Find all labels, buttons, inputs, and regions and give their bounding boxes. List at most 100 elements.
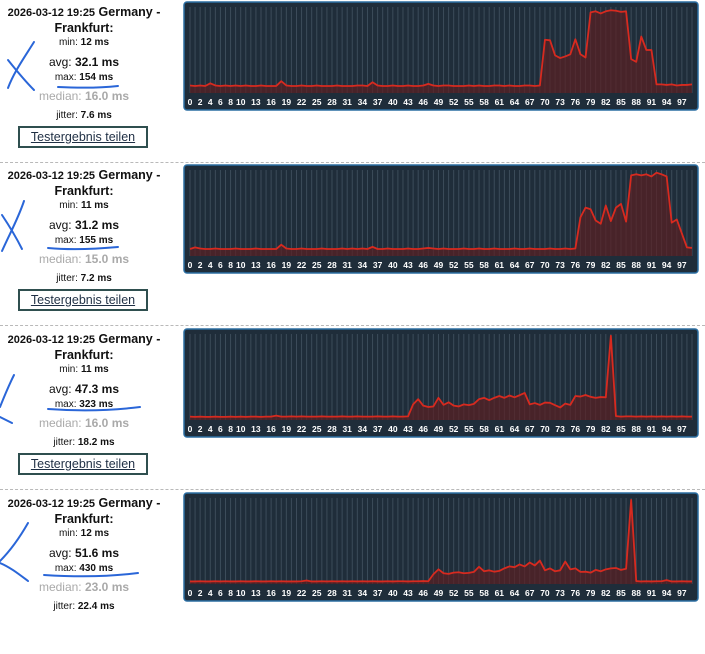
chart-background — [183, 164, 699, 274]
x-tick-label: 91 — [647, 260, 657, 270]
x-tick-label: 37 — [373, 260, 383, 270]
x-tick-label: 6 — [218, 588, 223, 598]
x-tick-label: 22 — [297, 260, 307, 270]
x-tick-label: 58 — [479, 424, 489, 434]
x-tick-label: 25 — [312, 588, 322, 598]
x-tick-label: 58 — [479, 588, 489, 598]
x-tick-label: 13 — [251, 424, 261, 434]
jitter-value: 18.2 ms — [77, 437, 115, 448]
jitter-row: jitter: 22.4 ms — [0, 601, 168, 612]
x-tick-label: 28 — [327, 424, 337, 434]
x-tick-label: 52 — [449, 424, 459, 434]
x-tick-label: 37 — [373, 97, 383, 107]
x-tick-label: 31 — [342, 97, 352, 107]
x-tick-label: 82 — [601, 97, 611, 107]
x-tick-label: 16 — [266, 588, 276, 598]
max-row: max: 154 ms — [0, 72, 168, 83]
x-tick-label: 76 — [571, 97, 581, 107]
x-tick-label: 2 — [198, 97, 203, 107]
timestamp: 2026-03-12 19:25 — [7, 498, 96, 510]
jitter-row: jitter: 7.2 ms — [0, 273, 168, 284]
median-value: 15.0 ms — [85, 252, 130, 266]
x-tick-label: 37 — [373, 424, 383, 434]
x-tick-label: 79 — [586, 260, 596, 270]
x-tick-label: 55 — [464, 260, 474, 270]
share-result-button[interactable]: Testergebnis teilen — [18, 289, 148, 311]
median-label: median: — [38, 580, 82, 594]
x-tick-label: 85 — [616, 588, 626, 598]
avg-row: avg: 31.2 ms — [0, 218, 168, 232]
x-tick-label: 49 — [434, 424, 444, 434]
x-tick-label: 97 — [677, 424, 687, 434]
x-tick-label: 8 — [228, 588, 233, 598]
divider — [0, 162, 705, 163]
latency-area — [190, 335, 692, 420]
x-tick-label: 2 — [198, 424, 203, 434]
x-tick-label: 76 — [571, 424, 581, 434]
x-tick-label: 4 — [208, 424, 213, 434]
median-value: 16.0 ms — [85, 89, 130, 103]
location-line2: Frankfurt: — [54, 184, 114, 198]
x-tick-label: 22 — [297, 97, 307, 107]
min-row: min: 11 ms — [0, 364, 168, 375]
x-tick-label: 58 — [479, 97, 489, 107]
x-tick-label: 0 — [188, 588, 193, 598]
result-info: 2026-03-12 19:25 Germany - Frankfurt: min… — [0, 163, 168, 326]
x-tick-label: 64 — [510, 97, 520, 107]
x-tick-label: 8 — [228, 260, 233, 270]
x-tick-label: 2 — [198, 260, 203, 270]
x-tick-label: 4 — [208, 260, 213, 270]
location-line1: Germany - — [98, 496, 161, 510]
x-tick-label: 19 — [282, 588, 292, 598]
x-tick-label: 61 — [495, 97, 505, 107]
x-tick-label: 61 — [495, 260, 505, 270]
x-tick-label: 73 — [555, 424, 565, 434]
avg-row: avg: 32.1 ms — [0, 55, 168, 69]
x-tick-label: 10 — [236, 260, 246, 270]
x-tick-label: 10 — [236, 424, 246, 434]
x-tick-label: 52 — [449, 588, 459, 598]
x-tick-label: 70 — [540, 97, 550, 107]
x-tick-label: 64 — [510, 424, 520, 434]
avg-label: avg: — [48, 382, 72, 396]
share-result-button[interactable]: Testergebnis teilen — [18, 126, 148, 148]
x-tick-label: 70 — [540, 424, 550, 434]
x-tick-label: 6 — [218, 260, 223, 270]
x-tick-label: 28 — [327, 260, 337, 270]
min-row: min: 12 ms — [0, 37, 168, 48]
x-tick-label: 43 — [403, 424, 413, 434]
x-tick-label: 67 — [525, 424, 535, 434]
x-tick-label: 61 — [495, 424, 505, 434]
x-tick-label: 46 — [419, 260, 429, 270]
location-line2: Frankfurt: — [54, 512, 114, 526]
x-tick-label: 19 — [282, 424, 292, 434]
latency-chart: 0 2 4 6 8 10 13 16 19 22 25 28 31 34 37 40 43 46 49 52 55 58 6… — [183, 328, 699, 438]
x-tick-label: 8 — [228, 97, 233, 107]
latency-line — [189, 171, 693, 250]
x-tick-label: 40 — [388, 97, 398, 107]
x-tick-label: 0 — [188, 424, 193, 434]
max-label: max: — [54, 235, 77, 246]
x-tick-label: 76 — [571, 260, 581, 270]
x-tick-label: 10 — [236, 588, 246, 598]
max-row: max: 155 ms — [0, 235, 168, 246]
x-tick-label: 43 — [403, 260, 413, 270]
latency-chart: 0 2 4 6 8 10 13 16 19 22 25 28 31 34 37 40 43 46 49 52 55 58 6… — [183, 164, 699, 274]
latency-line — [189, 334, 692, 418]
min-label: min: — [59, 364, 79, 375]
x-tick-label: 94 — [662, 260, 672, 270]
max-label: max: — [54, 399, 77, 410]
location-line1: Germany - — [98, 332, 161, 346]
x-tick-label: 46 — [419, 588, 429, 598]
x-tick-label: 73 — [555, 260, 565, 270]
x-tick-label: 31 — [342, 424, 352, 434]
x-tick-label: 52 — [449, 97, 459, 107]
x-tick-label: 16 — [266, 97, 276, 107]
max-value: 323 ms — [79, 399, 114, 410]
x-tick-label: 13 — [251, 588, 261, 598]
share-result-button[interactable]: Testergebnis teilen — [18, 453, 148, 475]
avg-value: 47.3 ms — [74, 382, 120, 396]
latency-chart: 0 2 4 6 8 10 13 16 19 22 25 28 31 34 37 40 43 46 49 52 55 58 6… — [183, 1, 699, 111]
median-row: median: 16.0 ms — [0, 89, 168, 103]
x-tick-label: 82 — [601, 424, 611, 434]
